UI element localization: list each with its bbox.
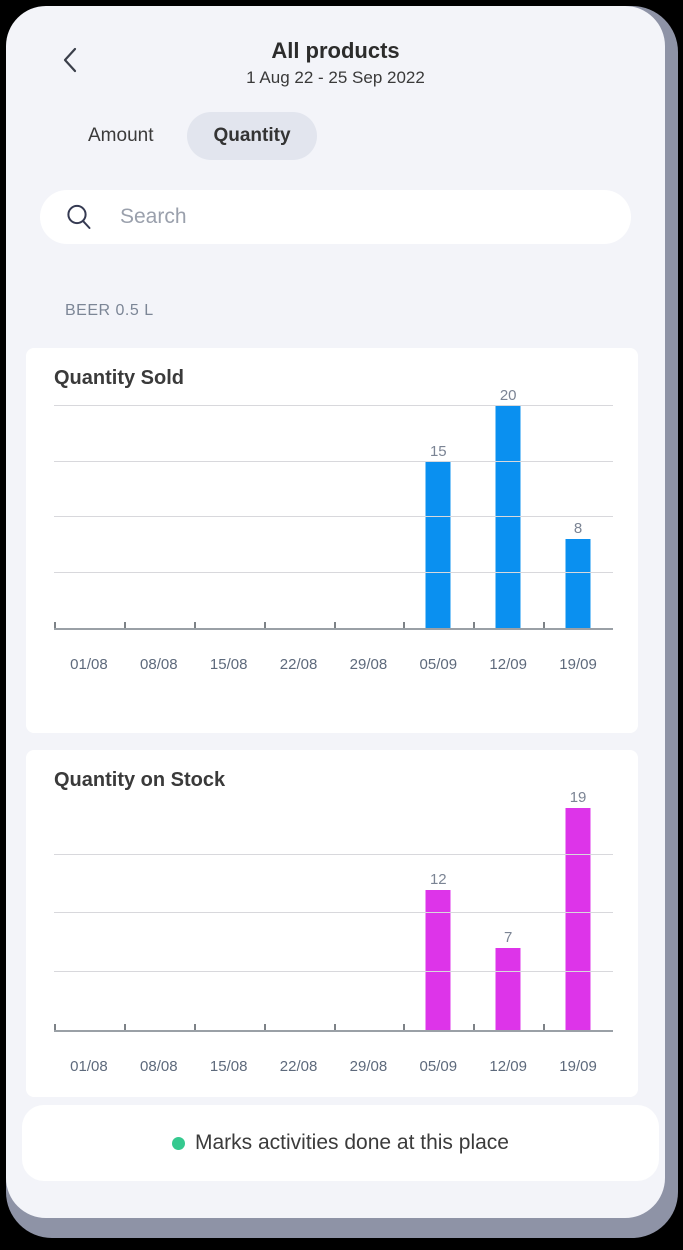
axis-tick	[193, 1024, 196, 1030]
chart-title: Quantity Sold	[54, 367, 184, 389]
bar-slot: 15	[403, 406, 473, 628]
search-input[interactable]	[118, 204, 611, 230]
legend-text: Marks activities done at this place	[195, 1131, 509, 1154]
bars-layer: 15 20 8	[54, 387, 613, 628]
bar-slot: 8	[543, 406, 613, 628]
axis-tick	[263, 622, 266, 628]
axis-tick	[403, 622, 406, 628]
quantity-sold-card: Quantity Sold 15 20 8 01/08 08/08 15/08 22/08…	[26, 348, 638, 733]
x-axis-label: 15/08	[209, 1058, 248, 1075]
axis-tick	[54, 622, 56, 628]
tab-bar: Amount Quantity	[62, 112, 665, 160]
bar-05/09	[425, 889, 451, 1030]
bar-19/09	[565, 808, 591, 1030]
axis-tick	[543, 622, 546, 628]
bar-value-label: 12	[429, 870, 447, 888]
x-axis-labels: 01/08 08/08 15/08 22/08 29/08 05/09 12/09 19/09	[54, 656, 613, 673]
x-axis-labels: 01/08 08/08 15/08 22/08 29/08 05/09 12/09 19/09	[54, 1058, 613, 1075]
x-axis-label: 22/08	[279, 656, 318, 673]
search-icon	[67, 204, 91, 229]
axis-tick	[473, 1024, 476, 1030]
gridline	[54, 516, 613, 517]
header: All products 1 Aug 22 - 25 Sep 2022	[6, 6, 665, 88]
chevron-left-icon	[63, 47, 77, 73]
bar-slot	[194, 808, 264, 1030]
bars-layer: 12 7 19	[54, 789, 613, 1030]
tab-amount[interactable]: Amount	[62, 112, 179, 160]
gridline	[54, 853, 613, 855]
bar-slot	[194, 406, 264, 628]
x-axis-label: 01/08	[70, 1058, 108, 1075]
axis-tick	[333, 622, 336, 628]
green-dot-icon	[172, 1136, 185, 1150]
legend-card: Marks activities done at this place	[22, 1105, 659, 1181]
axis-tick	[403, 1024, 406, 1030]
quantity-on-stock-card: Quantity on Stock 12 7 19 01/08 08/08 15/08 2…	[26, 750, 638, 1097]
bar-slot	[334, 406, 404, 628]
bar-19/09	[565, 539, 591, 628]
plot-area: 15 20 8	[54, 387, 613, 630]
tab-quantity[interactable]: Quantity	[187, 112, 317, 160]
bar-slot: 20	[473, 387, 543, 628]
bar-slot: 19	[543, 789, 613, 1030]
x-axis-label: 01/08	[70, 656, 108, 673]
bar-12/09	[495, 948, 521, 1030]
x-axis-label: 05/09	[419, 656, 458, 673]
axis-tick	[193, 622, 196, 628]
phone-bezel: All products 1 Aug 22 - 25 Sep 2022 Amou…	[6, 6, 678, 1238]
date-range: 1 Aug 22 - 25 Sep 2022	[246, 68, 425, 87]
bar-value-label: 19	[569, 789, 587, 806]
app-screen: All products 1 Aug 22 - 25 Sep 2022 Amou…	[6, 6, 665, 1218]
x-axis-label: 12/09	[489, 1058, 527, 1075]
bar-value-label: 15	[429, 442, 447, 460]
axis-tick	[123, 1024, 126, 1030]
gridline	[54, 571, 613, 573]
product-section-label: BEER 0.5 L	[65, 302, 154, 319]
back-button[interactable]	[50, 42, 90, 78]
axis-tick	[473, 622, 476, 628]
axis-tick	[123, 622, 126, 628]
bar-slot	[54, 406, 124, 628]
x-axis-label: 22/08	[279, 1058, 318, 1075]
bar-slot	[264, 808, 334, 1030]
x-axis-label: 12/09	[489, 656, 527, 673]
axis-tick	[54, 1024, 56, 1030]
x-axis-label: 19/09	[559, 1058, 597, 1075]
chart-title: Quantity on Stock	[54, 769, 226, 791]
x-axis-label: 15/08	[209, 656, 248, 673]
axis-tick	[543, 1024, 546, 1030]
bar-12/09	[495, 406, 521, 628]
plot-area: 12 7 19	[54, 789, 613, 1032]
bar-slot	[334, 808, 404, 1030]
gridline	[54, 405, 613, 406]
bar-slot: 12	[403, 808, 473, 1030]
axis-tick	[263, 1024, 266, 1030]
bar-value-label: 20	[499, 387, 517, 404]
bar-slot: 7	[473, 808, 543, 1030]
gridline	[54, 912, 613, 914]
bar-value-label: 8	[573, 520, 583, 538]
gridline	[54, 970, 613, 972]
bar-value-label: 7	[504, 929, 513, 947]
bar-slot	[124, 406, 194, 628]
x-axis-label: 08/08	[140, 656, 178, 673]
page-title: All products	[271, 38, 400, 63]
bar-slot	[54, 808, 124, 1030]
x-axis-label: 29/08	[349, 1058, 388, 1075]
x-axis-label: 08/08	[140, 1058, 178, 1075]
bar-slot	[264, 406, 334, 628]
x-axis-label: 29/08	[349, 656, 388, 673]
x-axis-label: 05/09	[419, 1058, 458, 1075]
bar-05/09	[425, 461, 451, 628]
x-axis-label: 19/09	[559, 656, 597, 673]
axis-tick	[333, 1024, 336, 1030]
search-bar[interactable]	[40, 190, 631, 244]
gridline	[54, 460, 613, 462]
bar-slot	[124, 808, 194, 1030]
